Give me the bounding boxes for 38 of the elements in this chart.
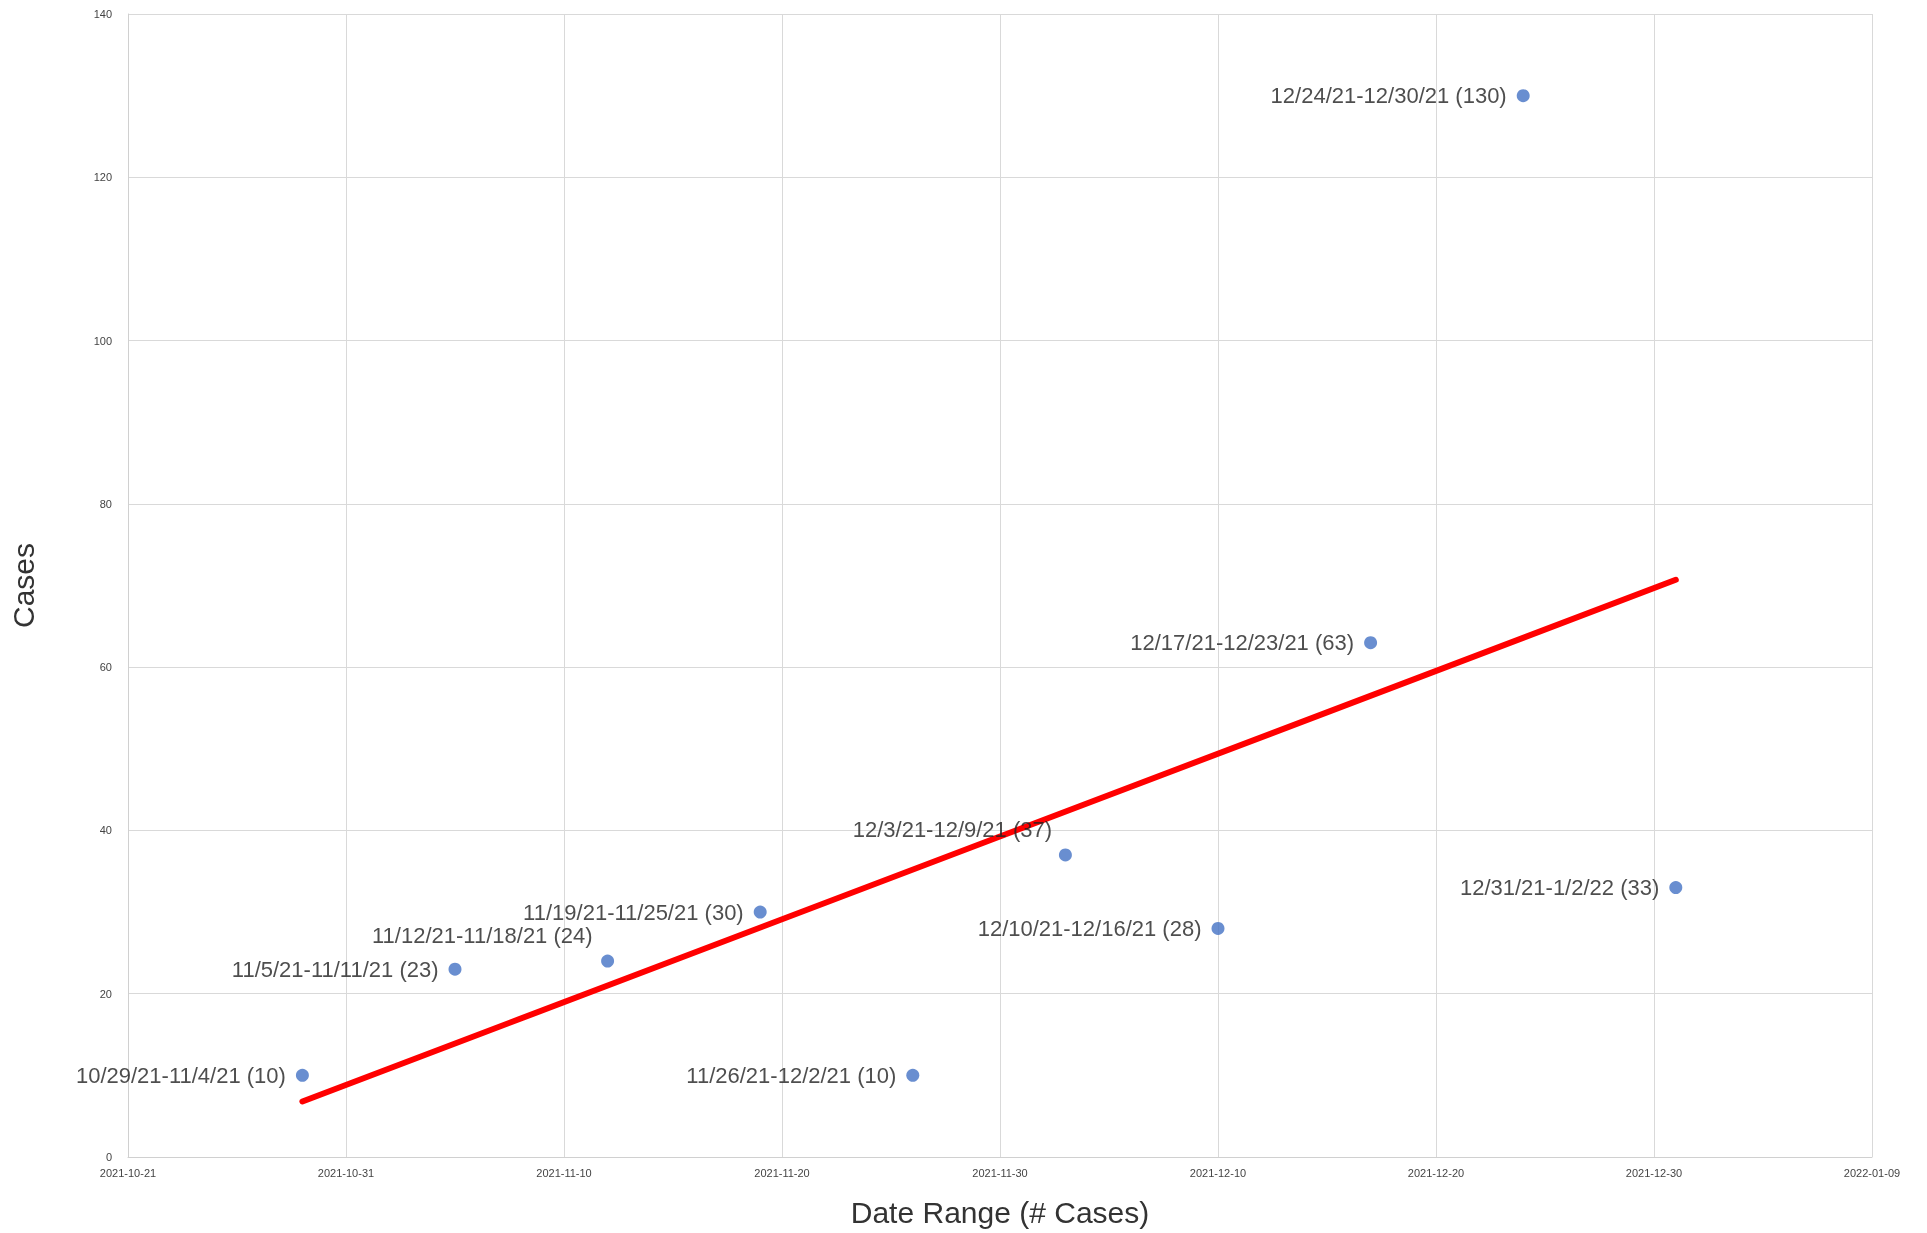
point [295,1068,309,1082]
data-label: 12/10/21-12/16/21 (28) [977,915,1202,941]
data-label: 11/26/21-12/2/21 (10) [686,1062,897,1088]
y-tick-label: 40 [99,824,112,837]
point [753,905,767,919]
data-label: 10/29/21-11/4/21 (10) [75,1062,286,1088]
x-tick-label: 2021-12-30 [1625,1166,1683,1179]
x-tick-label: 2021-12-10 [1189,1166,1247,1179]
point [601,954,615,968]
y-tick-label: 0 [105,1151,112,1163]
point [1058,848,1072,862]
point [448,962,462,976]
y-tick-label: 120 [93,171,112,184]
data-label: 11/12/21-11/18/21 (24) [372,923,593,949]
x-tick-label: 2021-12-20 [1407,1166,1465,1179]
x-tick-label: 2021-10-21 [99,1166,157,1179]
y-tick-label: 80 [99,497,112,510]
data-label: 11/19/21-11/25/21 (30) [523,899,744,925]
point [1211,921,1225,935]
x-axis-title: Date Range (# Cases) [850,1195,1150,1229]
point [1516,89,1530,103]
data-label: 11/5/21-11/11/21 (23) [231,956,439,982]
x-tick-label: 2022-01-09 [1843,1166,1901,1179]
data-label: 12/31/21-1/2/22 (33) [1459,875,1660,901]
point [906,1068,920,1082]
y-tick-label: 20 [99,987,112,1000]
x-tick-label: 2021-10-31 [317,1166,375,1179]
point [1669,881,1683,895]
data-label: 12/17/21-12/23/21 (63) [1130,630,1355,656]
data-label: 12/24/21-12/30/21 (130) [1270,83,1507,109]
y-tick-label: 100 [93,334,112,347]
x-tick-label: 2021-11-20 [754,1166,810,1179]
y-tick-label: 140 [93,8,112,20]
x-tick-label: 2021-11-30 [972,1166,1028,1179]
x-tick-label: 2021-11-10 [536,1166,592,1179]
y-tick-label: 60 [99,661,112,674]
point [1364,636,1378,650]
y-axis-title: Cases [6,542,40,629]
